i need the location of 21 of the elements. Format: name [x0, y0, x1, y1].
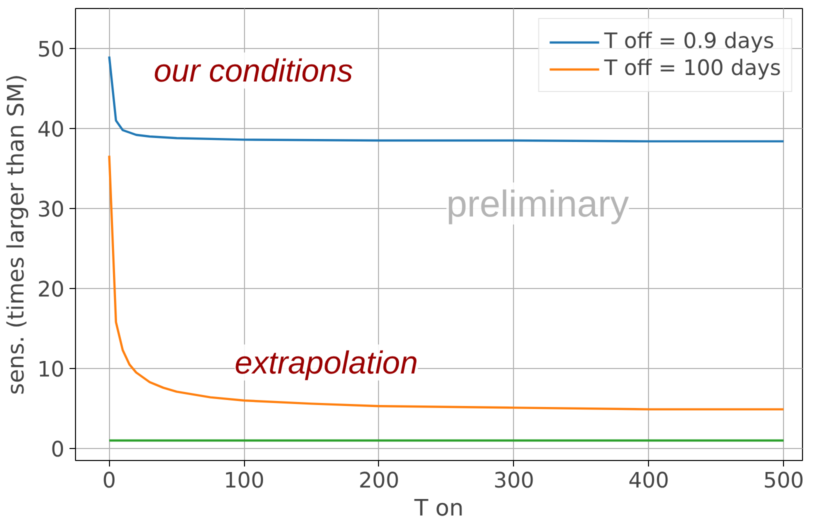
- y-axis-title: sens. (times larger than SM): [3, 74, 30, 395]
- y-tick-label: 30: [37, 198, 64, 222]
- y-tick-label: 50: [37, 38, 64, 62]
- y-tick-label: 40: [37, 118, 64, 142]
- annotation: extrapolation: [234, 344, 418, 380]
- line-series: [108, 55, 785, 142]
- annotation: preliminary: [446, 182, 630, 224]
- y-tick-label: 10: [37, 358, 64, 382]
- x-tick-label: 500: [763, 468, 804, 494]
- line-series: [108, 154, 785, 410]
- x-tick-label: 200: [358, 468, 400, 494]
- x-tick-label: 400: [628, 468, 670, 494]
- annotation: our conditions: [154, 52, 353, 88]
- legend-label: T off = 100 days: [604, 56, 781, 81]
- y-tick-label: 20: [37, 278, 64, 302]
- x-axis-title: T on: [413, 496, 464, 522]
- x-tick-label: 300: [494, 468, 534, 494]
- y-tick-label: 0: [50, 438, 65, 462]
- legend-label: T off = 0.9 days: [604, 29, 774, 54]
- x-tick-label: 100: [224, 468, 264, 494]
- x-tick-label: 0: [102, 468, 116, 494]
